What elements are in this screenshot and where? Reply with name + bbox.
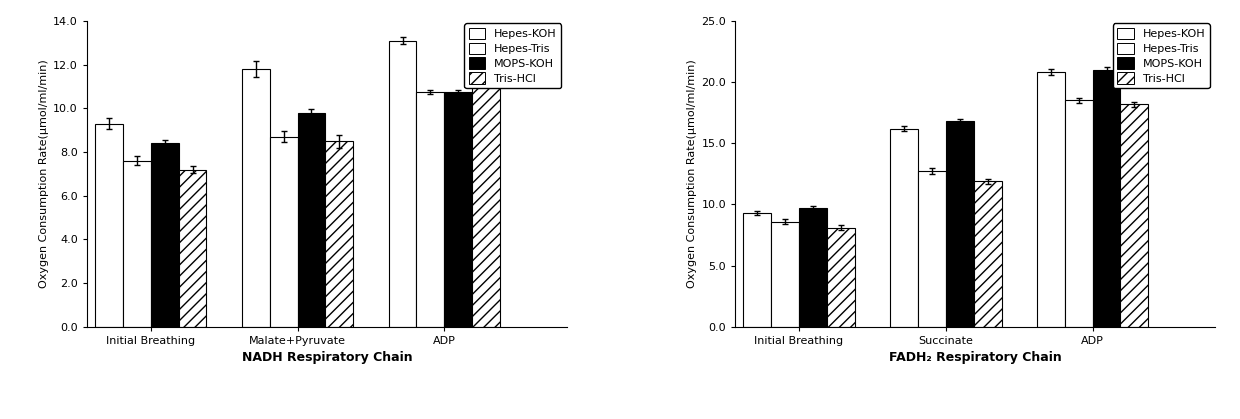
Bar xyxy=(269,137,298,327)
Bar xyxy=(444,92,472,327)
Bar xyxy=(1121,104,1148,327)
Bar xyxy=(242,69,269,327)
Bar xyxy=(123,161,151,327)
Legend: Hepes-KOH, Hepes-Tris, MOPS-KOH, Tris-HCl: Hepes-KOH, Hepes-Tris, MOPS-KOH, Tris-HC… xyxy=(1112,23,1210,88)
Bar xyxy=(325,141,353,327)
Bar xyxy=(179,170,207,327)
Bar xyxy=(388,41,417,327)
X-axis label: NADH Respiratory Chain: NADH Respiratory Chain xyxy=(242,352,412,365)
Bar xyxy=(1037,72,1065,327)
Bar xyxy=(417,92,444,327)
Bar xyxy=(472,45,500,327)
Bar xyxy=(1065,101,1092,327)
Bar xyxy=(946,121,973,327)
Bar xyxy=(151,143,179,327)
Bar xyxy=(973,181,1002,327)
Y-axis label: Oxygen Consumption Rate(μmol/ml/min): Oxygen Consumption Rate(μmol/ml/min) xyxy=(38,59,48,288)
Bar xyxy=(918,171,946,327)
Bar xyxy=(827,228,854,327)
X-axis label: FADH₂ Respiratory Chain: FADH₂ Respiratory Chain xyxy=(889,352,1061,365)
Bar xyxy=(95,124,123,327)
Bar xyxy=(890,129,918,327)
Bar xyxy=(799,208,827,327)
Legend: Hepes-KOH, Hepes-Tris, MOPS-KOH, Tris-HCl: Hepes-KOH, Hepes-Tris, MOPS-KOH, Tris-HC… xyxy=(464,23,562,88)
Bar xyxy=(1092,70,1121,327)
Y-axis label: Oxygen Consumption Rate(μmol/ml/min): Oxygen Consumption Rate(μmol/ml/min) xyxy=(687,59,697,288)
Bar xyxy=(743,213,771,327)
Bar xyxy=(298,113,325,327)
Bar xyxy=(771,222,799,327)
